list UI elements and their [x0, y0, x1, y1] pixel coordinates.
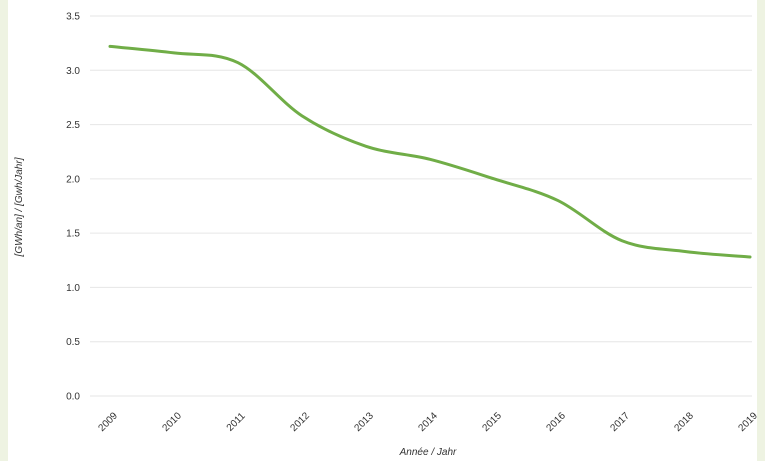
x-tick-label: 2013	[352, 410, 376, 434]
y-tick-label: 0.5	[66, 337, 80, 348]
y-axis-ticks: 0.0 0.5 1.0 1.5 2.0 2.5 3.0 3.5	[66, 12, 80, 403]
x-tick-label: 2018	[672, 410, 696, 434]
x-tick-label: 2009	[96, 410, 120, 434]
y-tick-label: 1.5	[66, 229, 80, 240]
plot-panel	[8, 0, 757, 461]
y-tick-label: 2.0	[66, 174, 80, 185]
x-tick-label: 2012	[288, 410, 312, 434]
y-tick-label: 2.5	[66, 120, 80, 131]
series-line-0	[108, 44, 752, 259]
x-axis-title: Année / Jahr	[399, 447, 457, 458]
y-tick-label: 3.0	[66, 66, 80, 77]
x-tick-label: 2016	[544, 410, 568, 434]
x-tick-label: 2015	[480, 410, 504, 434]
y-tick-label: 0.0	[66, 392, 80, 403]
x-tick-label: 2019	[736, 410, 760, 434]
gridlines	[90, 15, 752, 397]
x-tick-label: 2017	[608, 410, 632, 434]
series-group	[108, 44, 752, 259]
y-axis-title: [GWh/an] / [Gwh/Jahr]	[14, 157, 25, 257]
x-tick-label: 2011	[225, 410, 248, 433]
y-tick-label: 1.0	[66, 283, 80, 294]
x-tick-label: 2014	[416, 410, 440, 434]
x-tick-label: 2010	[160, 410, 184, 434]
y-tick-label: 3.5	[66, 12, 80, 23]
x-axis-ticks: 2009 2010 2011 2012 2013 2014 2015 2016 2017 2018…	[96, 410, 760, 434]
